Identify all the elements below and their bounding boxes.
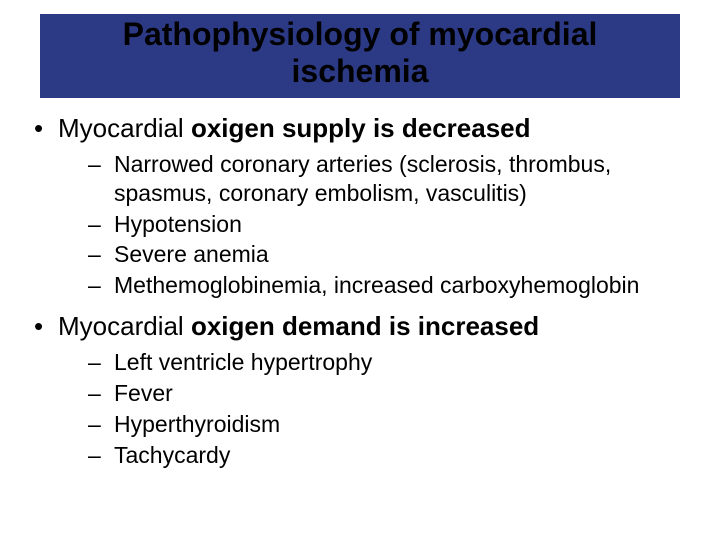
sub-bullet-item: Narrowed coronary arteries (sclerosis, t… (88, 150, 690, 208)
sub-bullet-item: Hypotension (88, 210, 690, 239)
bullet-list-level2: Narrowed coronary arteries (sclerosis, t… (58, 150, 690, 300)
sub-bullet-item: Left ventricle hypertrophy (88, 348, 690, 377)
slide-body: Myocardial oxigen supply is decreased Na… (30, 112, 690, 470)
title-box: Pathophysiology of myocardial ischemia (40, 14, 680, 98)
title-line-1: Pathophysiology of myocardial (123, 16, 598, 52)
bullet-bold: oxigen demand is increased (191, 311, 539, 341)
bullet-item: Myocardial oxigen supply is decreased Na… (30, 112, 690, 300)
slide: Pathophysiology of myocardial ischemia M… (0, 14, 720, 540)
title-line-2: ischemia (292, 53, 429, 89)
bullet-list-level2: Left ventricle hypertrophy Fever Hyperth… (58, 348, 690, 469)
bullet-list-level1: Myocardial oxigen supply is decreased Na… (30, 112, 690, 470)
sub-bullet-item: Tachycardy (88, 441, 690, 470)
sub-bullet-item: Severe anemia (88, 240, 690, 269)
bullet-item: Myocardial oxigen demand is increased Le… (30, 310, 690, 470)
slide-title: Pathophysiology of myocardial ischemia (50, 16, 670, 90)
sub-bullet-item: Hyperthyroidism (88, 410, 690, 439)
bullet-prefix: Myocardial (58, 113, 191, 143)
sub-bullet-item: Methemoglobinemia, increased carboxyhemo… (88, 271, 690, 300)
sub-bullet-item: Fever (88, 379, 690, 408)
bullet-bold: oxigen supply is decreased (191, 113, 531, 143)
bullet-prefix: Myocardial (58, 311, 191, 341)
